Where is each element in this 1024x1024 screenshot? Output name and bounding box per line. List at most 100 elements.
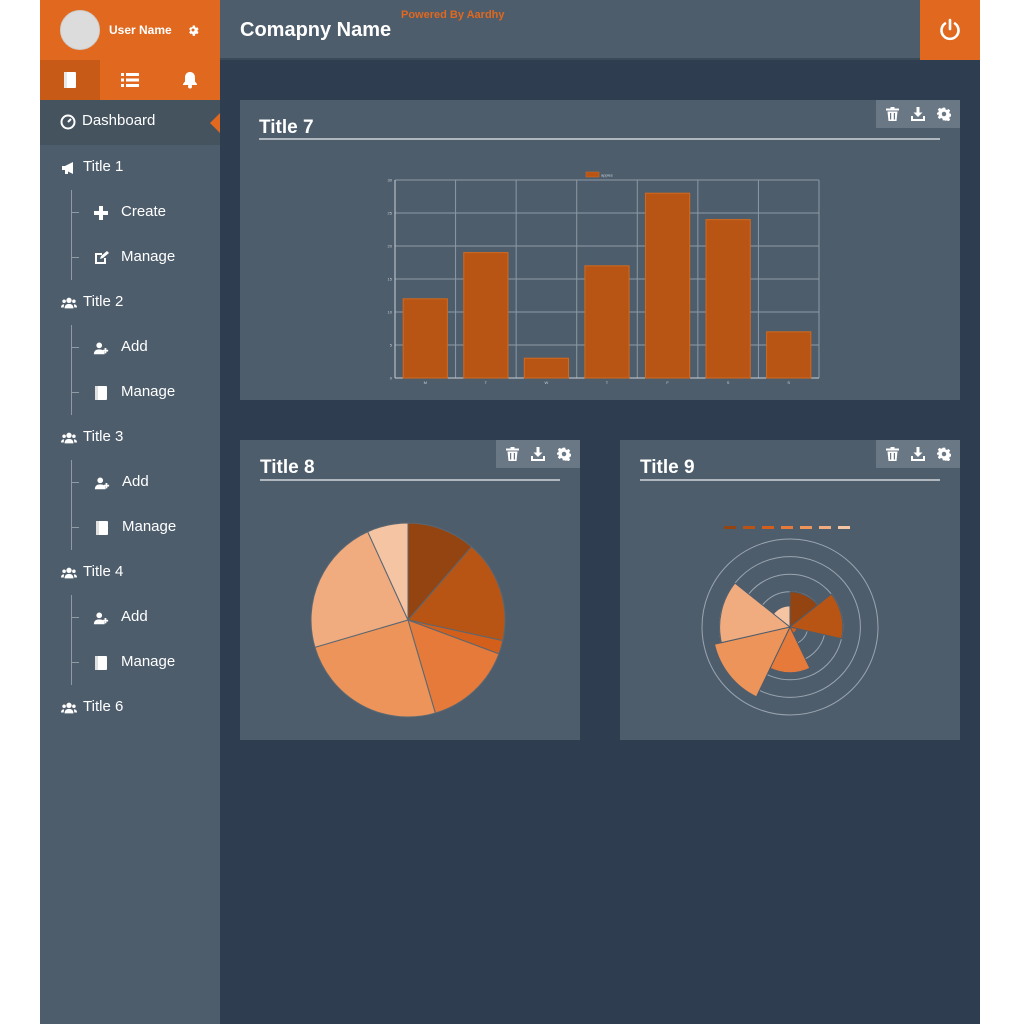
sidebar-item-dashboard[interactable]: Dashboard bbox=[40, 100, 220, 145]
bar[interactable] bbox=[766, 331, 812, 379]
panel-divider bbox=[259, 138, 940, 140]
sidebar-item-label: Title 4 bbox=[83, 563, 124, 580]
sidebar-item-create[interactable]: Create bbox=[40, 190, 220, 235]
sidebar-item-title-2[interactable]: Title 2 bbox=[40, 280, 220, 325]
users-icon bbox=[61, 432, 77, 444]
panel-toolbar bbox=[876, 100, 960, 128]
delete-button[interactable] bbox=[879, 103, 905, 125]
avatar[interactable] bbox=[60, 10, 100, 50]
sidebar-item-manage[interactable]: Manage bbox=[40, 370, 220, 415]
bar[interactable] bbox=[705, 219, 751, 379]
pie-slice[interactable] bbox=[407, 619, 500, 714]
legend-swatch bbox=[838, 526, 850, 529]
bar[interactable] bbox=[523, 357, 570, 379]
trash-icon bbox=[885, 447, 899, 461]
polar-ring bbox=[701, 538, 879, 716]
legend-swatch bbox=[724, 526, 736, 529]
tree-tick bbox=[71, 392, 79, 393]
panel-title-8: Title 8 bbox=[240, 440, 580, 740]
active-indicator bbox=[210, 113, 220, 133]
settings-button[interactable] bbox=[551, 443, 577, 465]
sidebar-item-title-1[interactable]: Title 1 bbox=[40, 145, 220, 190]
polar-segment[interactable] bbox=[788, 593, 844, 640]
logout-button[interactable] bbox=[920, 0, 980, 60]
tree-tick bbox=[71, 212, 79, 213]
gear-icon bbox=[937, 107, 951, 121]
panel-toolbar bbox=[876, 440, 960, 468]
sidebar-item-manage[interactable]: Manage bbox=[40, 640, 220, 685]
tree-line bbox=[71, 325, 72, 415]
top-header: Comapny Name Powered By Aardhy bbox=[220, 0, 980, 60]
settings-button[interactable] bbox=[931, 103, 957, 125]
x-tick-label: M bbox=[424, 380, 427, 385]
bell-icon bbox=[183, 72, 197, 89]
bar[interactable] bbox=[463, 252, 509, 379]
pie-chart bbox=[310, 522, 506, 718]
power-icon bbox=[940, 18, 960, 41]
sidebar-item-add[interactable]: Add bbox=[40, 595, 220, 640]
download-button[interactable] bbox=[905, 443, 931, 465]
download-icon bbox=[911, 447, 925, 461]
y-tick-label: 20 bbox=[388, 244, 393, 249]
polar-segment[interactable] bbox=[772, 605, 791, 629]
sidebar-item-label: Manage bbox=[121, 653, 176, 670]
sidebar-item-label: Title 3 bbox=[83, 428, 124, 445]
sidebar-item-label: Dashboard bbox=[82, 112, 156, 129]
sidebar-item-title-3[interactable]: Title 3 bbox=[40, 415, 220, 460]
user-box: User Name bbox=[40, 0, 220, 60]
delete-button[interactable] bbox=[499, 443, 525, 465]
x-tick-label: W bbox=[545, 380, 549, 385]
download-button[interactable] bbox=[905, 103, 931, 125]
users-icon bbox=[61, 702, 77, 714]
pie-slice[interactable] bbox=[407, 545, 506, 642]
dashboard-icon bbox=[60, 114, 76, 130]
bar[interactable] bbox=[584, 265, 630, 379]
book-icon bbox=[64, 72, 76, 88]
sidebar-item-label: Add bbox=[121, 608, 148, 625]
sidebar-item-label: Create bbox=[121, 203, 167, 220]
sidebar-item-manage[interactable]: Manage bbox=[40, 505, 220, 550]
sidebar-item-title-4[interactable]: Title 4 bbox=[40, 550, 220, 595]
download-button[interactable] bbox=[525, 443, 551, 465]
bar[interactable] bbox=[644, 192, 691, 379]
sidebar-item-title-6[interactable]: Title 6 bbox=[40, 685, 220, 730]
sidebar-item-label: Title 6 bbox=[83, 698, 124, 715]
panel-title: Title 9 bbox=[640, 457, 695, 478]
sidebar-item-add[interactable]: Add bbox=[40, 460, 220, 505]
tree-line bbox=[71, 595, 72, 685]
gear-icon bbox=[557, 447, 571, 461]
tab-notifications[interactable] bbox=[160, 60, 220, 100]
pie-slice[interactable] bbox=[310, 531, 409, 648]
legend-swatch bbox=[743, 526, 755, 529]
gear-icon[interactable] bbox=[187, 24, 199, 36]
panel-title-9: Title 9 bbox=[620, 440, 960, 740]
add-user-icon bbox=[94, 477, 110, 490]
polar-segment[interactable] bbox=[713, 626, 791, 698]
pie-slice[interactable] bbox=[367, 522, 409, 621]
sidebar-item-label: Manage bbox=[121, 383, 176, 400]
x-tick-label: S bbox=[727, 380, 730, 385]
polar-area-chart bbox=[701, 526, 879, 716]
tree-line bbox=[71, 460, 72, 550]
sidebar-nav: Dashboard Title 1 Create Manage bbox=[40, 100, 220, 730]
panel-divider bbox=[260, 479, 560, 481]
sidebar: User Name bbox=[40, 0, 220, 1024]
pie-slice[interactable] bbox=[314, 619, 436, 718]
sidebar-item-label: Title 2 bbox=[83, 293, 124, 310]
legend-swatch bbox=[800, 526, 812, 529]
pie-slice[interactable] bbox=[407, 522, 473, 622]
tab-list[interactable] bbox=[100, 60, 160, 100]
bar[interactable] bbox=[402, 298, 448, 379]
polar-segment[interactable] bbox=[719, 582, 792, 644]
tab-books[interactable] bbox=[40, 60, 100, 100]
settings-button[interactable] bbox=[931, 443, 957, 465]
panel-title: Title 8 bbox=[260, 457, 315, 478]
legend-swatch bbox=[762, 526, 774, 529]
sidebar-item-manage[interactable]: Manage bbox=[40, 235, 220, 280]
megaphone-icon bbox=[62, 162, 73, 174]
download-icon bbox=[531, 447, 545, 461]
sidebar-item-add[interactable]: Add bbox=[40, 325, 220, 370]
delete-button[interactable] bbox=[879, 443, 905, 465]
